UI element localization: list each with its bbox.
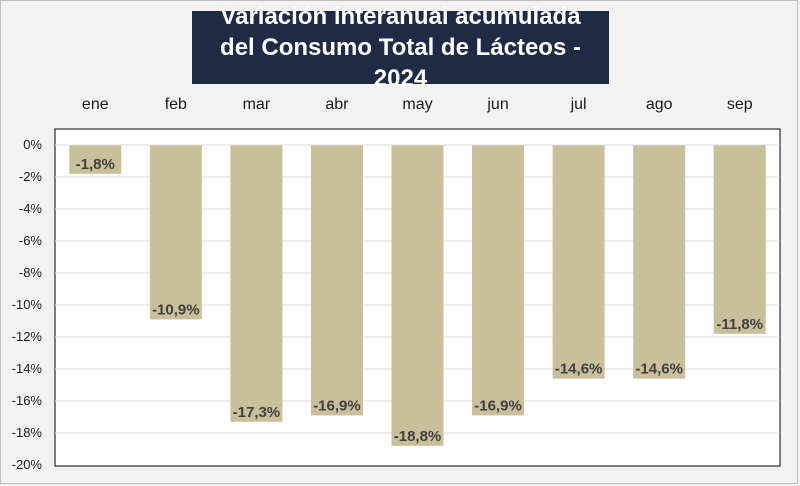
bar [552,145,605,379]
category-label: feb [165,96,187,113]
data-label: -1,8% [76,156,115,173]
y-tick-label: -6% [19,233,43,248]
chart-title-box: Variación interanual acumulada del Consu… [192,3,609,92]
data-label: -10,9% [152,301,200,318]
category-label: jul [570,96,587,113]
y-tick-label: -10% [12,297,43,312]
data-label: -14,6% [635,361,683,378]
chart-title: Variación interanual acumulada del Consu… [220,3,581,92]
data-label: -16,9% [474,397,522,414]
bar [633,145,686,379]
bar [149,145,202,320]
y-tick-label: -12% [12,329,43,344]
y-tick-label: -2% [19,169,43,184]
data-label: -11,8% [716,316,763,333]
bar [391,145,444,446]
category-label: ene [82,96,109,113]
bar [472,145,525,416]
y-tick-label: -20% [12,457,43,472]
y-tick-label: 0% [23,137,42,152]
y-tick-label: -8% [19,265,43,280]
category-label: mar [243,96,271,113]
category-label: ago [646,96,673,113]
data-label: -18,8% [394,428,442,445]
bar [310,145,363,416]
bar [713,145,766,334]
data-label: -17,3% [233,404,281,421]
category-label: sep [727,96,753,113]
data-label: -16,9% [313,397,361,414]
y-tick-label: -14% [12,361,43,376]
category-label: jun [486,96,508,113]
bar [69,145,122,174]
data-label: -14,6% [555,361,603,378]
y-tick-label: -4% [19,201,43,216]
y-tick-label: -16% [12,393,43,408]
category-label: may [402,96,432,113]
category-label: abr [325,96,349,113]
bar [230,145,283,422]
y-tick-label: -18% [12,425,43,440]
